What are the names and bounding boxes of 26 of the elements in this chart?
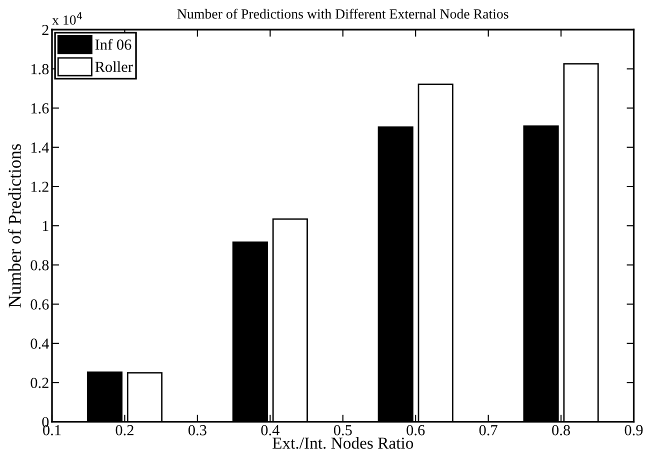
x-tick-label: 0.5: [334, 425, 352, 436]
y-tick-label: 1.2: [31, 182, 48, 192]
legend-label: Inf 06: [95, 38, 132, 50]
x-tick-label: 0.8: [552, 425, 570, 436]
y-tick-label: 1.8: [31, 64, 49, 74]
x-tick-label: 0.3: [188, 425, 206, 436]
y-tick-label: 1.4: [31, 142, 49, 153]
y-tick-label: 0.8: [30, 260, 49, 270]
y-tick-label: 0: [42, 416, 49, 428]
y-tick-label: 1: [42, 220, 48, 232]
y-tick-label: 2: [42, 24, 48, 35]
x-axis-title: Ext./Int. Nodes Ratio: [272, 437, 414, 449]
x-tick-label: 0.9: [624, 425, 643, 436]
y-tick-label: 0.6: [30, 299, 49, 310]
x-tick-label: 0.2: [116, 425, 134, 436]
x-tick-label: 0.7: [479, 425, 498, 436]
x-tick-label: 0.4: [261, 425, 280, 436]
x-tick-label: 0.1: [43, 425, 61, 436]
legend-label: Roller: [95, 61, 133, 72]
y-tick-label: 0.4: [30, 338, 49, 349]
x-tick-label: 0.6: [406, 425, 425, 436]
y-tick-label: 1.6: [31, 103, 49, 114]
y-tick-label: 0.2: [30, 378, 48, 388]
text: x 10$^{4}$: [52, 12, 82, 25]
chart-title: Number of Predictions with Different External Node Ratios: [177, 8, 508, 19]
y-axis-title: Number of Predictions: [8, 144, 21, 308]
